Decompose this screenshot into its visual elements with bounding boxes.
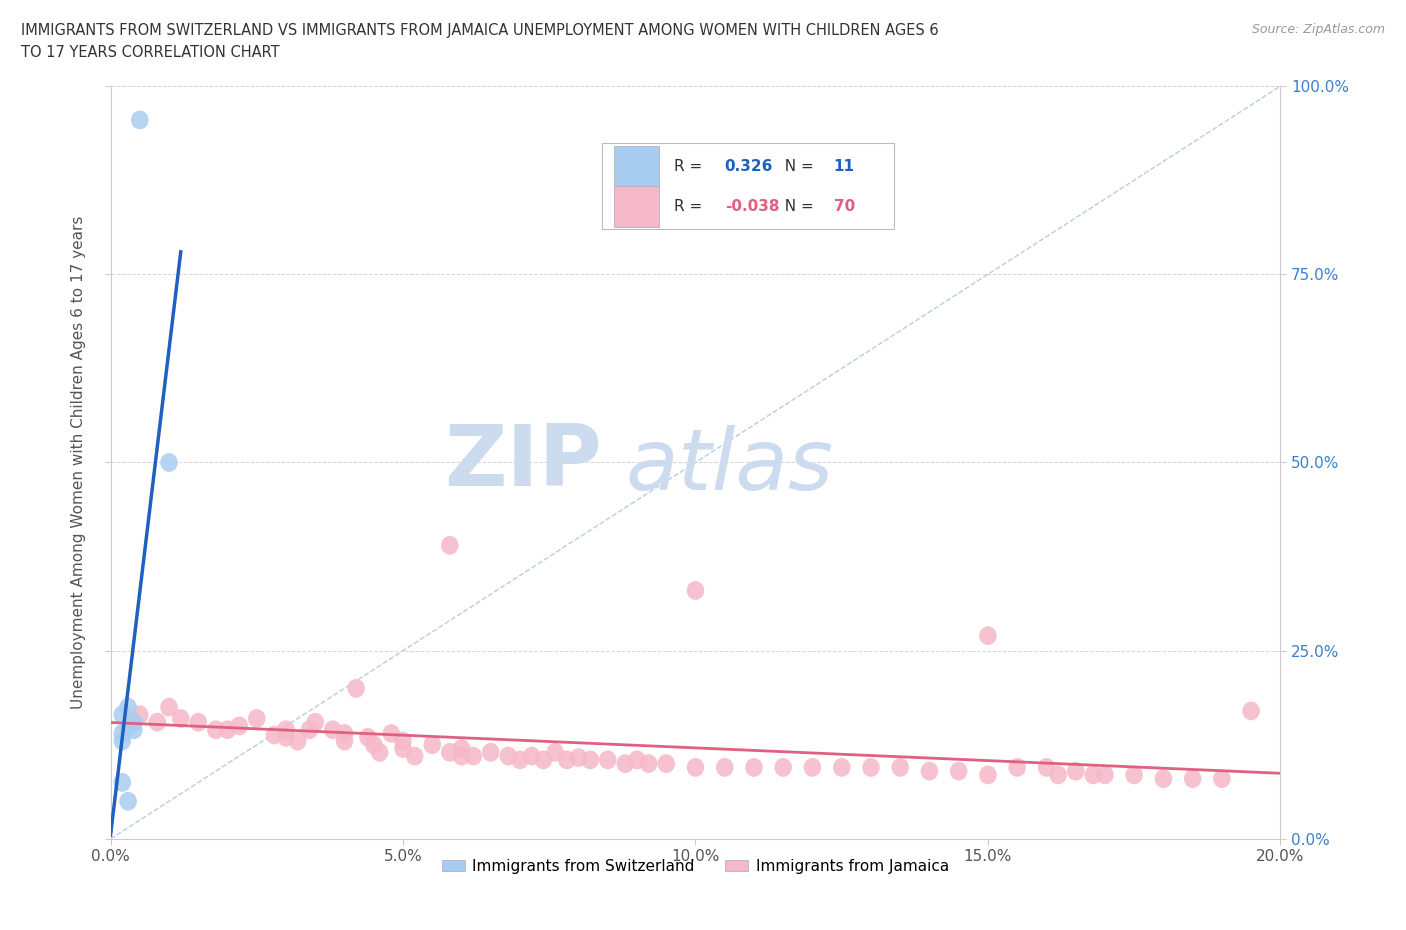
Ellipse shape <box>950 762 967 780</box>
Ellipse shape <box>1038 758 1056 777</box>
Text: R =: R = <box>675 199 707 214</box>
Ellipse shape <box>441 536 458 554</box>
Ellipse shape <box>534 751 553 769</box>
Ellipse shape <box>160 698 177 716</box>
Ellipse shape <box>131 705 149 724</box>
Ellipse shape <box>547 743 564 762</box>
Ellipse shape <box>231 716 247 736</box>
Ellipse shape <box>979 765 997 784</box>
Text: atlas: atlas <box>626 425 834 508</box>
Ellipse shape <box>114 705 131 724</box>
Ellipse shape <box>616 754 634 773</box>
Ellipse shape <box>1154 769 1173 788</box>
Ellipse shape <box>658 754 675 773</box>
Ellipse shape <box>366 736 382 754</box>
Text: N =: N = <box>775 159 818 174</box>
Ellipse shape <box>423 736 441 754</box>
Ellipse shape <box>1067 762 1084 780</box>
Ellipse shape <box>686 581 704 600</box>
Y-axis label: Unemployment Among Women with Children Ages 6 to 17 years: Unemployment Among Women with Children A… <box>72 216 86 710</box>
Ellipse shape <box>582 751 599 769</box>
Ellipse shape <box>599 751 616 769</box>
Text: Source: ZipAtlas.com: Source: ZipAtlas.com <box>1251 23 1385 36</box>
FancyBboxPatch shape <box>602 142 894 229</box>
Ellipse shape <box>247 709 266 728</box>
Ellipse shape <box>1125 765 1143 784</box>
Ellipse shape <box>394 732 412 751</box>
Ellipse shape <box>266 725 283 744</box>
Ellipse shape <box>558 751 575 769</box>
Ellipse shape <box>219 721 236 739</box>
Ellipse shape <box>1097 765 1114 784</box>
Ellipse shape <box>640 754 658 773</box>
Text: TO 17 YEARS CORRELATION CHART: TO 17 YEARS CORRELATION CHART <box>21 45 280 60</box>
Ellipse shape <box>125 712 143 732</box>
Ellipse shape <box>862 758 880 777</box>
Ellipse shape <box>1084 765 1102 784</box>
Ellipse shape <box>1184 769 1202 788</box>
Ellipse shape <box>336 724 353 743</box>
Ellipse shape <box>979 626 997 645</box>
Ellipse shape <box>716 758 734 777</box>
Ellipse shape <box>512 751 529 769</box>
Text: ZIP: ZIP <box>444 421 602 504</box>
Ellipse shape <box>453 747 470 765</box>
Ellipse shape <box>114 773 131 791</box>
Ellipse shape <box>441 743 458 762</box>
Ellipse shape <box>120 698 136 716</box>
Ellipse shape <box>120 791 136 811</box>
Ellipse shape <box>569 748 588 767</box>
Text: 0.326: 0.326 <box>724 159 773 174</box>
Ellipse shape <box>406 747 423 765</box>
Ellipse shape <box>323 721 342 739</box>
Ellipse shape <box>1213 769 1230 788</box>
Ellipse shape <box>160 453 177 472</box>
Ellipse shape <box>499 747 517 765</box>
Ellipse shape <box>523 747 540 765</box>
Ellipse shape <box>453 739 470 758</box>
Ellipse shape <box>382 724 401 743</box>
Ellipse shape <box>891 758 908 777</box>
Ellipse shape <box>307 712 323 732</box>
Text: N =: N = <box>775 199 818 214</box>
Ellipse shape <box>921 762 938 780</box>
Ellipse shape <box>120 718 136 737</box>
Ellipse shape <box>745 758 762 777</box>
FancyBboxPatch shape <box>613 186 659 227</box>
Ellipse shape <box>114 732 131 751</box>
Ellipse shape <box>628 751 645 769</box>
Ellipse shape <box>464 747 482 765</box>
Ellipse shape <box>804 758 821 777</box>
Ellipse shape <box>190 712 207 732</box>
Ellipse shape <box>686 758 704 777</box>
Ellipse shape <box>347 679 366 698</box>
Ellipse shape <box>114 724 131 743</box>
Ellipse shape <box>1243 701 1260 721</box>
Text: R =: R = <box>675 159 707 174</box>
Ellipse shape <box>207 721 225 739</box>
Ellipse shape <box>482 743 499 762</box>
Text: 70: 70 <box>834 199 855 214</box>
Ellipse shape <box>359 728 377 747</box>
Ellipse shape <box>394 739 412 758</box>
Ellipse shape <box>149 712 166 732</box>
Ellipse shape <box>1049 765 1067 784</box>
Text: 11: 11 <box>834 159 855 174</box>
Text: -0.038: -0.038 <box>724 199 779 214</box>
Ellipse shape <box>131 111 149 129</box>
Legend: Immigrants from Switzerland, Immigrants from Jamaica: Immigrants from Switzerland, Immigrants … <box>436 853 955 880</box>
Ellipse shape <box>301 721 318 739</box>
Ellipse shape <box>1008 758 1026 777</box>
Text: IMMIGRANTS FROM SWITZERLAND VS IMMIGRANTS FROM JAMAICA UNEMPLOYMENT AMONG WOMEN : IMMIGRANTS FROM SWITZERLAND VS IMMIGRANT… <box>21 23 939 38</box>
Ellipse shape <box>371 743 388 762</box>
Ellipse shape <box>125 721 143 739</box>
FancyBboxPatch shape <box>613 146 659 187</box>
Ellipse shape <box>277 728 295 747</box>
Ellipse shape <box>290 732 307 751</box>
Ellipse shape <box>336 732 353 751</box>
Ellipse shape <box>832 758 851 777</box>
Ellipse shape <box>775 758 792 777</box>
Ellipse shape <box>277 721 295 739</box>
Ellipse shape <box>172 709 190 728</box>
